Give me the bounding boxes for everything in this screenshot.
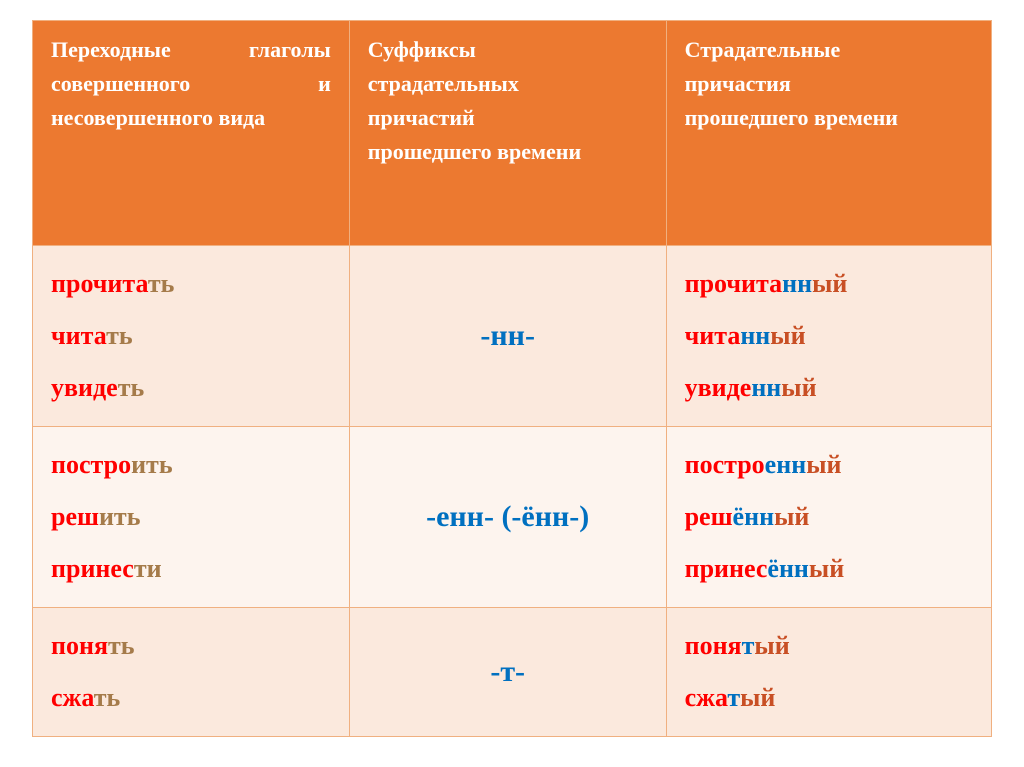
verb: принести <box>51 543 331 595</box>
verb: понять <box>51 620 331 672</box>
header-text: прошедшего времени <box>685 101 973 135</box>
verbs-cell: прочитать читать увидеть <box>33 246 350 427</box>
verbs-cell: построить решить принести <box>33 427 350 608</box>
header-cell-suffixes: Суффиксы страдательных причастий прошедш… <box>349 21 666 246</box>
participles-cell: построенный решённый принесённый <box>666 427 991 608</box>
verb: прочитать <box>51 258 331 310</box>
participle: построенный <box>685 439 973 491</box>
participle: прочитанный <box>685 258 973 310</box>
verb: сжать <box>51 672 331 724</box>
header-text: Суффиксы <box>368 33 648 67</box>
participle: решённый <box>685 491 973 543</box>
suffix-text: -т- <box>490 655 525 688</box>
suffix-cell: -енн- (-ённ-) <box>349 427 666 608</box>
header-text: страдательных <box>368 67 648 101</box>
header-text: Переходные глаголы <box>51 33 331 67</box>
header-cell-verbs: Переходные глаголы совершенного и несове… <box>33 21 350 246</box>
participles-cell: понятый сжатый <box>666 608 991 737</box>
verb: увидеть <box>51 362 331 414</box>
header-text: совершенного и <box>51 67 331 101</box>
suffix-cell: -нн- <box>349 246 666 427</box>
verb: читать <box>51 310 331 362</box>
grammar-table: Переходные глаголы совершенного и несове… <box>32 20 992 737</box>
table-row: прочитать читать увидеть -нн- прочитанны… <box>33 246 992 427</box>
participle: понятый <box>685 620 973 672</box>
table-row: построить решить принести -енн- (-ённ-) … <box>33 427 992 608</box>
verb: решить <box>51 491 331 543</box>
participle: сжатый <box>685 672 973 724</box>
verbs-cell: понять сжать <box>33 608 350 737</box>
participle: читанный <box>685 310 973 362</box>
participles-cell: прочитанный читанный увиденный <box>666 246 991 427</box>
verb: построить <box>51 439 331 491</box>
table-row: понять сжать -т- понятый сжатый <box>33 608 992 737</box>
header-text: причастия <box>685 67 973 101</box>
header-text: несовершенного вида <box>51 101 331 135</box>
participle: принесённый <box>685 543 973 595</box>
header-text: Страдательные <box>685 33 973 67</box>
suffix-text: -енн- (-ённ-) <box>426 500 589 533</box>
header-cell-participles: Страдательные причастия прошедшего време… <box>666 21 991 246</box>
header-row: Переходные глаголы совершенного и несове… <box>33 21 992 246</box>
header-text: прошедшего времени <box>368 135 648 169</box>
header-text: причастий <box>368 101 648 135</box>
participle: увиденный <box>685 362 973 414</box>
suffix-cell: -т- <box>349 608 666 737</box>
suffix-text: -нн- <box>480 319 535 352</box>
